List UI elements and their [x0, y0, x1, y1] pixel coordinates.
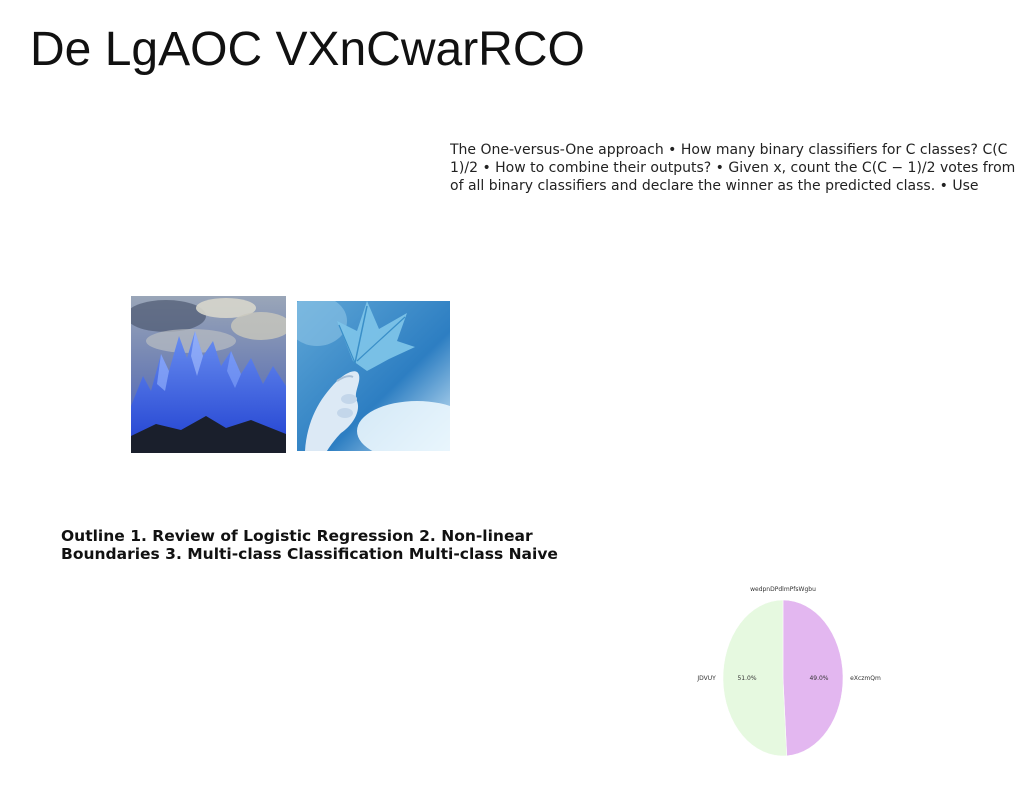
- page-title: De LgAOC VXnCwarRCO: [30, 23, 585, 76]
- chart-title: wedpnDPdlmPfsWgbu: [750, 586, 816, 593]
- pie-category-label: JDVUY: [696, 675, 716, 682]
- paragraph-line: of all binary classifiers and declare th…: [450, 178, 979, 194]
- pie-chart: wedpnDPdlmPfsWgbu 49.0% eXczmQm 51.0% JDVUY: [690, 578, 890, 768]
- pie-slice-JDVUY: [722, 599, 788, 757]
- outline-line: Boundaries 3. Multi-class Classification…: [61, 545, 558, 563]
- leaf-photo: [297, 301, 450, 451]
- pie-value-label: 51.0%: [737, 675, 756, 682]
- body-paragraph: The One-versus-One approach • How many b…: [450, 141, 1024, 201]
- outline-text: Outline 1. Review of Logistic Regression…: [61, 527, 601, 563]
- leaf-photo-graphic: [297, 301, 450, 451]
- pie-value-label: 49.0%: [809, 675, 828, 682]
- mountain-photo: [131, 296, 286, 453]
- paragraph-line: 1)/2 • How to combine their outputs? • G…: [450, 160, 1016, 176]
- mountain-photo-graphic: [131, 296, 286, 453]
- pie-category-label: eXczmQm: [850, 675, 881, 682]
- pie-chart-svg: wedpnDPdlmPfsWgbu 49.0% eXczmQm 51.0% JDVUY: [696, 586, 881, 757]
- paragraph-line: The One-versus-One approach • How many b…: [450, 142, 1008, 158]
- pie-slice-eXczmQm: [782, 599, 844, 757]
- outline-line: Outline 1. Review of Logistic Regression…: [61, 527, 533, 545]
